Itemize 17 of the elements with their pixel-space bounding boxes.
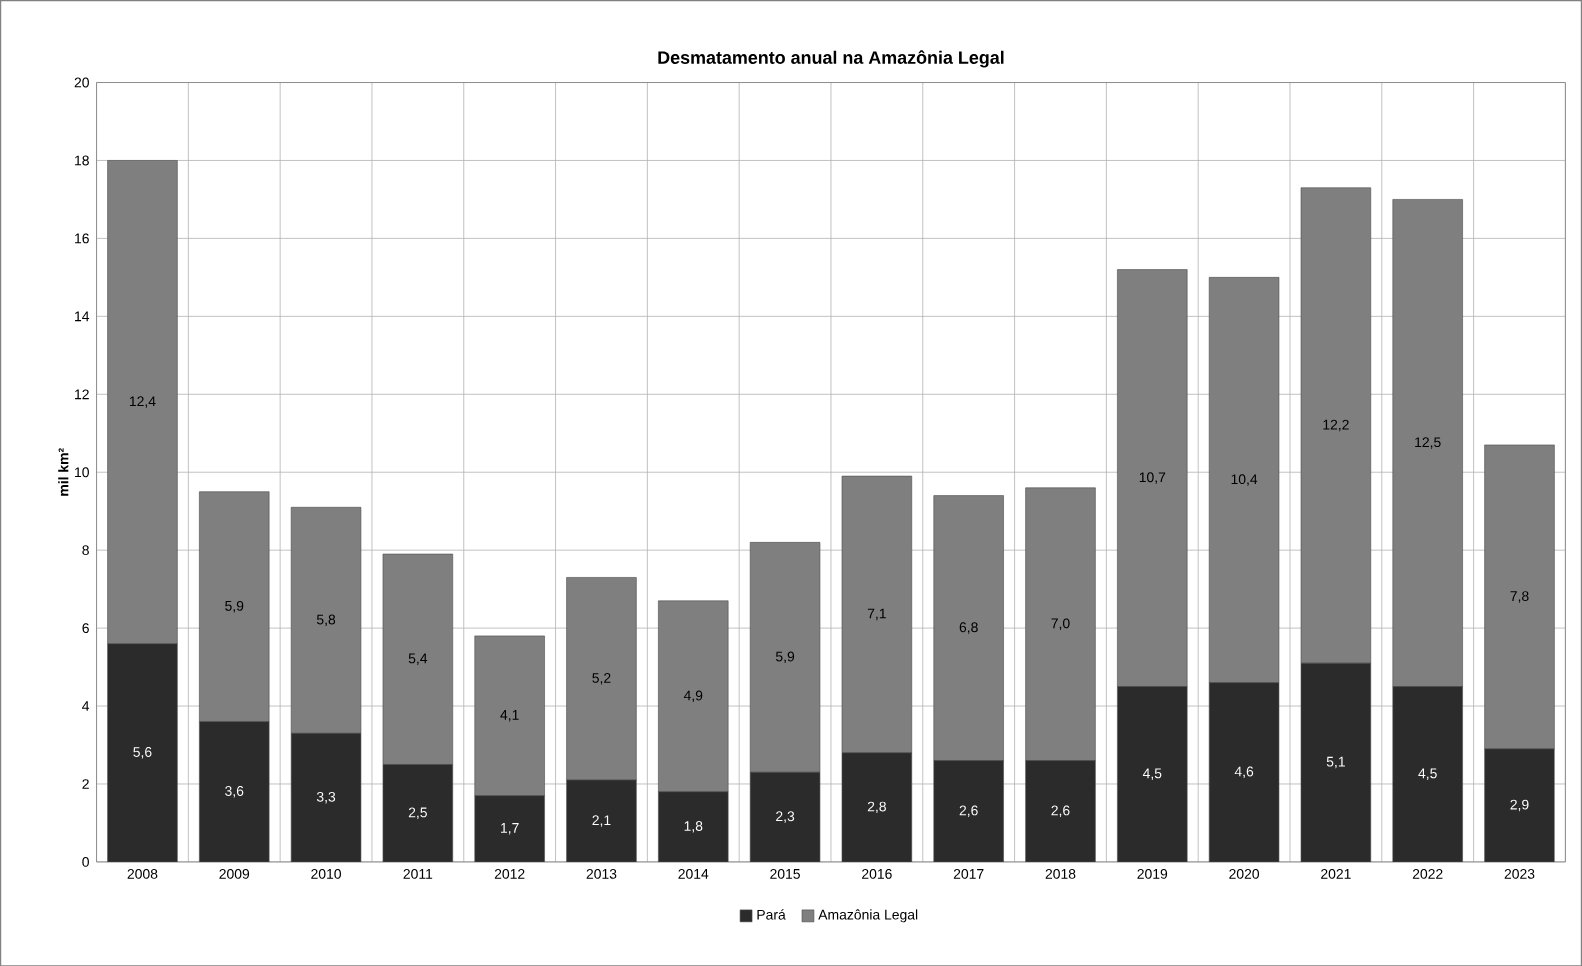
bar xyxy=(658,791,729,862)
bar xyxy=(474,795,545,862)
bar xyxy=(199,721,270,862)
bar xyxy=(107,643,178,862)
bar xyxy=(1392,686,1463,862)
bar xyxy=(1209,682,1279,862)
bar xyxy=(291,733,361,862)
bar xyxy=(1301,662,1371,862)
bar xyxy=(1025,760,1096,862)
bar xyxy=(750,772,820,862)
bar xyxy=(933,760,1004,862)
bar xyxy=(1484,748,1555,862)
chart-title: Desmatamento anual na Amazônia Legal xyxy=(658,50,1004,68)
bar xyxy=(1117,686,1188,862)
bar xyxy=(841,752,912,862)
bar xyxy=(382,764,453,862)
bar xyxy=(566,779,637,862)
